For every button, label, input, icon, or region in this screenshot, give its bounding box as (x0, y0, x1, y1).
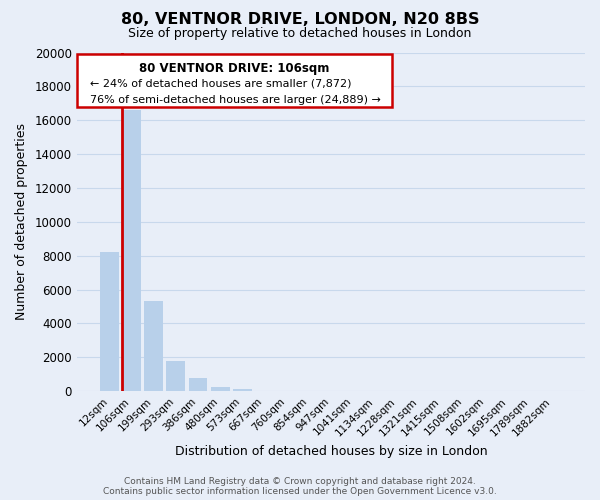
FancyBboxPatch shape (77, 54, 392, 106)
Bar (188, 378, 208, 391)
Text: 80 VENTNOR DRIVE: 106sqm: 80 VENTNOR DRIVE: 106sqm (139, 62, 329, 75)
Y-axis label: Number of detached properties: Number of detached properties (15, 124, 28, 320)
Bar (166, 360, 185, 391)
Bar (145, 302, 163, 391)
Bar (233, 388, 252, 391)
X-axis label: Distribution of detached houses by size in London: Distribution of detached houses by size … (175, 444, 487, 458)
Text: 80, VENTNOR DRIVE, LONDON, N20 8BS: 80, VENTNOR DRIVE, LONDON, N20 8BS (121, 12, 479, 28)
Text: Contains HM Land Registry data © Crown copyright and database right 2024.: Contains HM Land Registry data © Crown c… (124, 477, 476, 486)
Text: ← 24% of detached houses are smaller (7,872): ← 24% of detached houses are smaller (7,… (89, 79, 351, 89)
Bar (122, 110, 141, 391)
Text: Contains public sector information licensed under the Open Government Licence v3: Contains public sector information licen… (103, 487, 497, 496)
Text: 76% of semi-detached houses are larger (24,889) →: 76% of semi-detached houses are larger (… (89, 95, 380, 105)
Bar (100, 252, 119, 391)
Bar (211, 387, 230, 391)
Text: Size of property relative to detached houses in London: Size of property relative to detached ho… (128, 28, 472, 40)
